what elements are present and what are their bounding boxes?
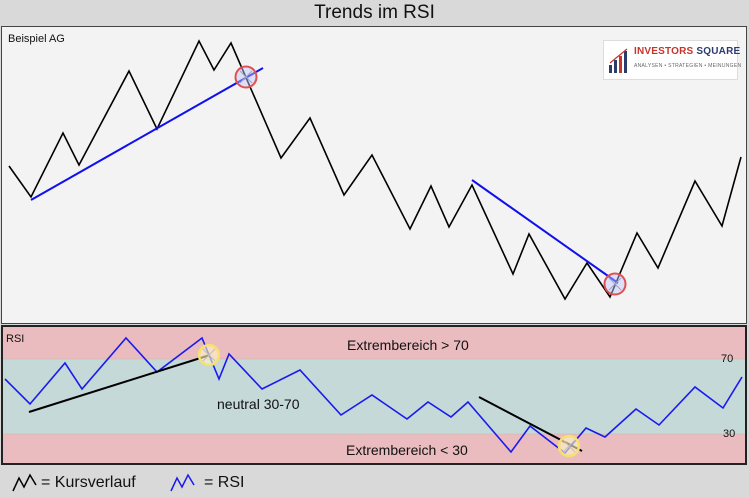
legend-price-label: = Kursverlauf [41,474,136,491]
rsi-uptrend-line [28,354,211,413]
rsi-lower-zone-label: Extrembereich < 30 [346,442,468,458]
logo-name-part2: SQUARE [696,46,741,57]
rsi-upper-zone [3,327,745,359]
rsi-line [4,336,743,455]
price-panel-label: Beispiel AG [8,33,65,45]
logo-tagline: ANALYSEN • STRATEGIEN • MEINUNGEN [634,63,742,69]
price-breakout-marker-2 [603,272,627,296]
rsi-panel: RSI Extrembereich > 70 neutral 30-70 Ext… [1,325,747,465]
logo-name: INVESTORS SQUARE [634,46,740,57]
rsi-upper-zone-label: Extrembereich > 70 [347,337,469,353]
rsi-level-30: 30 [723,428,736,440]
price-downtrend-line [471,179,619,284]
legend-rsi-label: = RSI [204,474,245,491]
price-breakout-marker-1 [234,65,258,89]
rsi-breakout-marker-1 [197,343,221,367]
zigzag-blue-icon [170,473,195,492]
rsi-level-70: 70 [721,353,734,365]
rsi-breakout-marker-2 [557,434,581,458]
price-uptrend-line [30,67,264,201]
rsi-lower-zone [3,434,745,463]
legend: = Kursverlauf = RSI [0,470,749,498]
rsi-neutral-zone-label: neutral 30-70 [217,396,300,412]
zigzag-black-icon [12,473,37,492]
price-line [8,39,742,301]
price-panel: Beispiel AG INVESTORS SQUARE ANALYSEN • … [1,26,747,324]
chart-title: Trends im RSI [314,2,435,23]
investors-square-logo: INVESTORS SQUARE ANALYSEN • STRATEGIEN •… [603,40,742,80]
logo-name-part1: INVESTORS [634,46,694,57]
bar-chart-logo-icon [609,48,628,73]
rsi-panel-label: RSI [6,333,25,345]
